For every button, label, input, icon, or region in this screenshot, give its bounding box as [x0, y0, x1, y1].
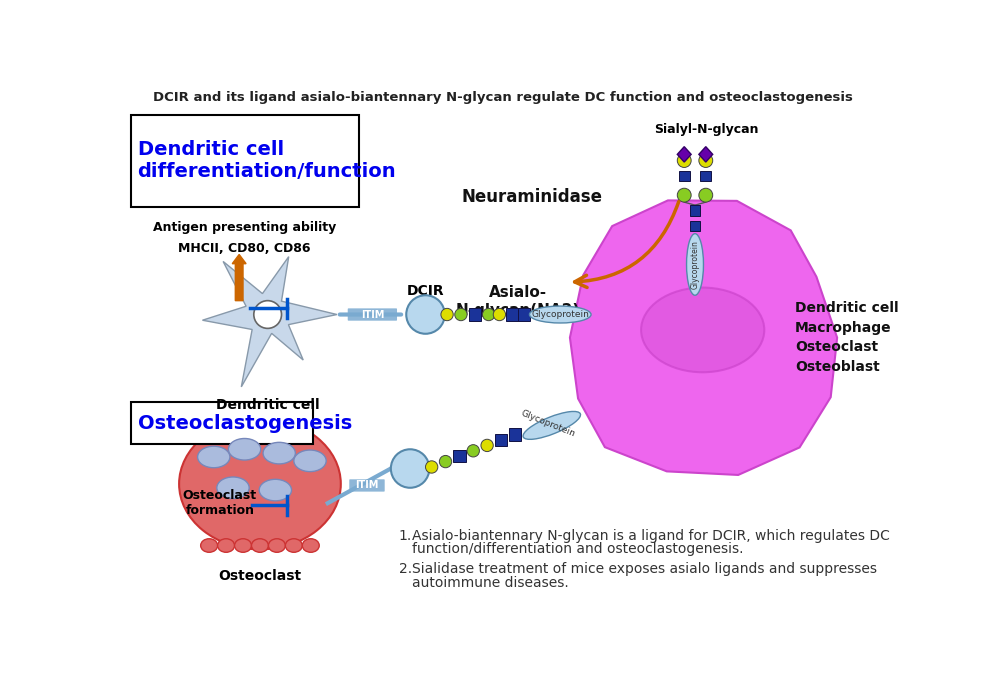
Text: function/differentiation and osteoclastogenesis.: function/differentiation and osteoclasto… [412, 542, 744, 556]
Ellipse shape [686, 234, 703, 295]
FancyArrowPatch shape [574, 202, 679, 287]
Circle shape [482, 308, 495, 321]
Ellipse shape [286, 539, 302, 553]
Ellipse shape [217, 477, 249, 498]
FancyArrow shape [232, 255, 246, 301]
Text: DCIR and its ligand asialo-biantennary N-glycan regulate DC function and osteocl: DCIR and its ligand asialo-biantennary N… [153, 91, 853, 104]
Text: ITIM: ITIM [355, 480, 379, 491]
Bar [495, 434, 507, 446]
Text: DCIR: DCIR [407, 283, 444, 298]
Text: Sialyl-N-glycan: Sialyl-N-glycan [654, 123, 759, 136]
Circle shape [699, 154, 713, 168]
Circle shape [678, 188, 691, 202]
Polygon shape [202, 257, 337, 387]
Text: Dendritic cell
Macrophage
Osteoclast
Osteoblast: Dendritic cell Macrophage Osteoclast Ost… [795, 301, 899, 374]
Ellipse shape [235, 539, 251, 553]
Text: Neuraminidase: Neuraminidase [462, 189, 602, 207]
FancyBboxPatch shape [131, 402, 313, 444]
Text: Asialo-biantennary N-glycan is a ligand for DCIR, which regulates DC: Asialo-biantennary N-glycan is a ligand … [412, 528, 891, 543]
Bar [700, 171, 711, 182]
FancyBboxPatch shape [131, 115, 359, 207]
Text: Osteoclast: Osteoclast [218, 569, 301, 583]
Bar [454, 450, 465, 462]
Ellipse shape [641, 287, 764, 372]
FancyBboxPatch shape [350, 480, 385, 491]
Circle shape [455, 308, 467, 321]
Text: Glycoprotein: Glycoprotein [690, 240, 699, 289]
Circle shape [441, 308, 454, 321]
Ellipse shape [218, 539, 235, 553]
Ellipse shape [302, 539, 319, 553]
Circle shape [407, 295, 445, 334]
Circle shape [481, 439, 493, 452]
Bar [518, 308, 530, 321]
Text: 2.: 2. [399, 562, 411, 576]
Bar [689, 221, 700, 231]
Bar [509, 429, 521, 441]
Text: Dendritic cell: Dendritic cell [216, 397, 319, 411]
Text: Dendritic cell
differentiation/function: Dendritic cell differentiation/function [137, 140, 396, 181]
Polygon shape [570, 200, 837, 475]
Circle shape [391, 450, 429, 488]
FancyBboxPatch shape [348, 308, 397, 321]
Bar [689, 205, 700, 216]
Text: Glycoprotein: Glycoprotein [531, 310, 589, 319]
Bar [679, 171, 689, 182]
Circle shape [699, 188, 713, 202]
Bar [468, 308, 481, 321]
Circle shape [253, 301, 282, 329]
Text: Glycoprotein: Glycoprotein [519, 409, 576, 439]
Text: Antigen presenting ability: Antigen presenting ability [153, 221, 336, 234]
Text: autoimmune diseases.: autoimmune diseases. [412, 576, 570, 590]
Bar [506, 308, 518, 321]
Ellipse shape [523, 411, 580, 439]
Ellipse shape [268, 539, 286, 553]
Polygon shape [699, 147, 713, 162]
Circle shape [467, 445, 479, 457]
Ellipse shape [179, 418, 341, 549]
Circle shape [439, 455, 452, 468]
Ellipse shape [529, 306, 591, 323]
Text: Sialidase treatment of mice exposes asialo ligands and suppresses: Sialidase treatment of mice exposes asia… [412, 562, 877, 576]
Text: MHCII, CD80, CD86: MHCII, CD80, CD86 [179, 242, 311, 255]
Text: ITIM: ITIM [360, 310, 384, 319]
Circle shape [493, 308, 506, 321]
Ellipse shape [263, 443, 296, 464]
Text: Osteoclastogenesis: Osteoclastogenesis [137, 413, 352, 433]
Ellipse shape [294, 450, 326, 472]
Ellipse shape [229, 438, 261, 460]
Circle shape [425, 461, 438, 473]
Polygon shape [678, 147, 691, 162]
Ellipse shape [200, 539, 218, 553]
Text: Osteoclast
formation: Osteoclast formation [183, 489, 257, 517]
Circle shape [678, 154, 691, 168]
Ellipse shape [197, 446, 230, 468]
Ellipse shape [259, 480, 292, 501]
Text: 1.: 1. [399, 528, 411, 543]
Text: Asialo-
N-glycan(NA2): Asialo- N-glycan(NA2) [456, 285, 580, 317]
Ellipse shape [251, 539, 268, 553]
